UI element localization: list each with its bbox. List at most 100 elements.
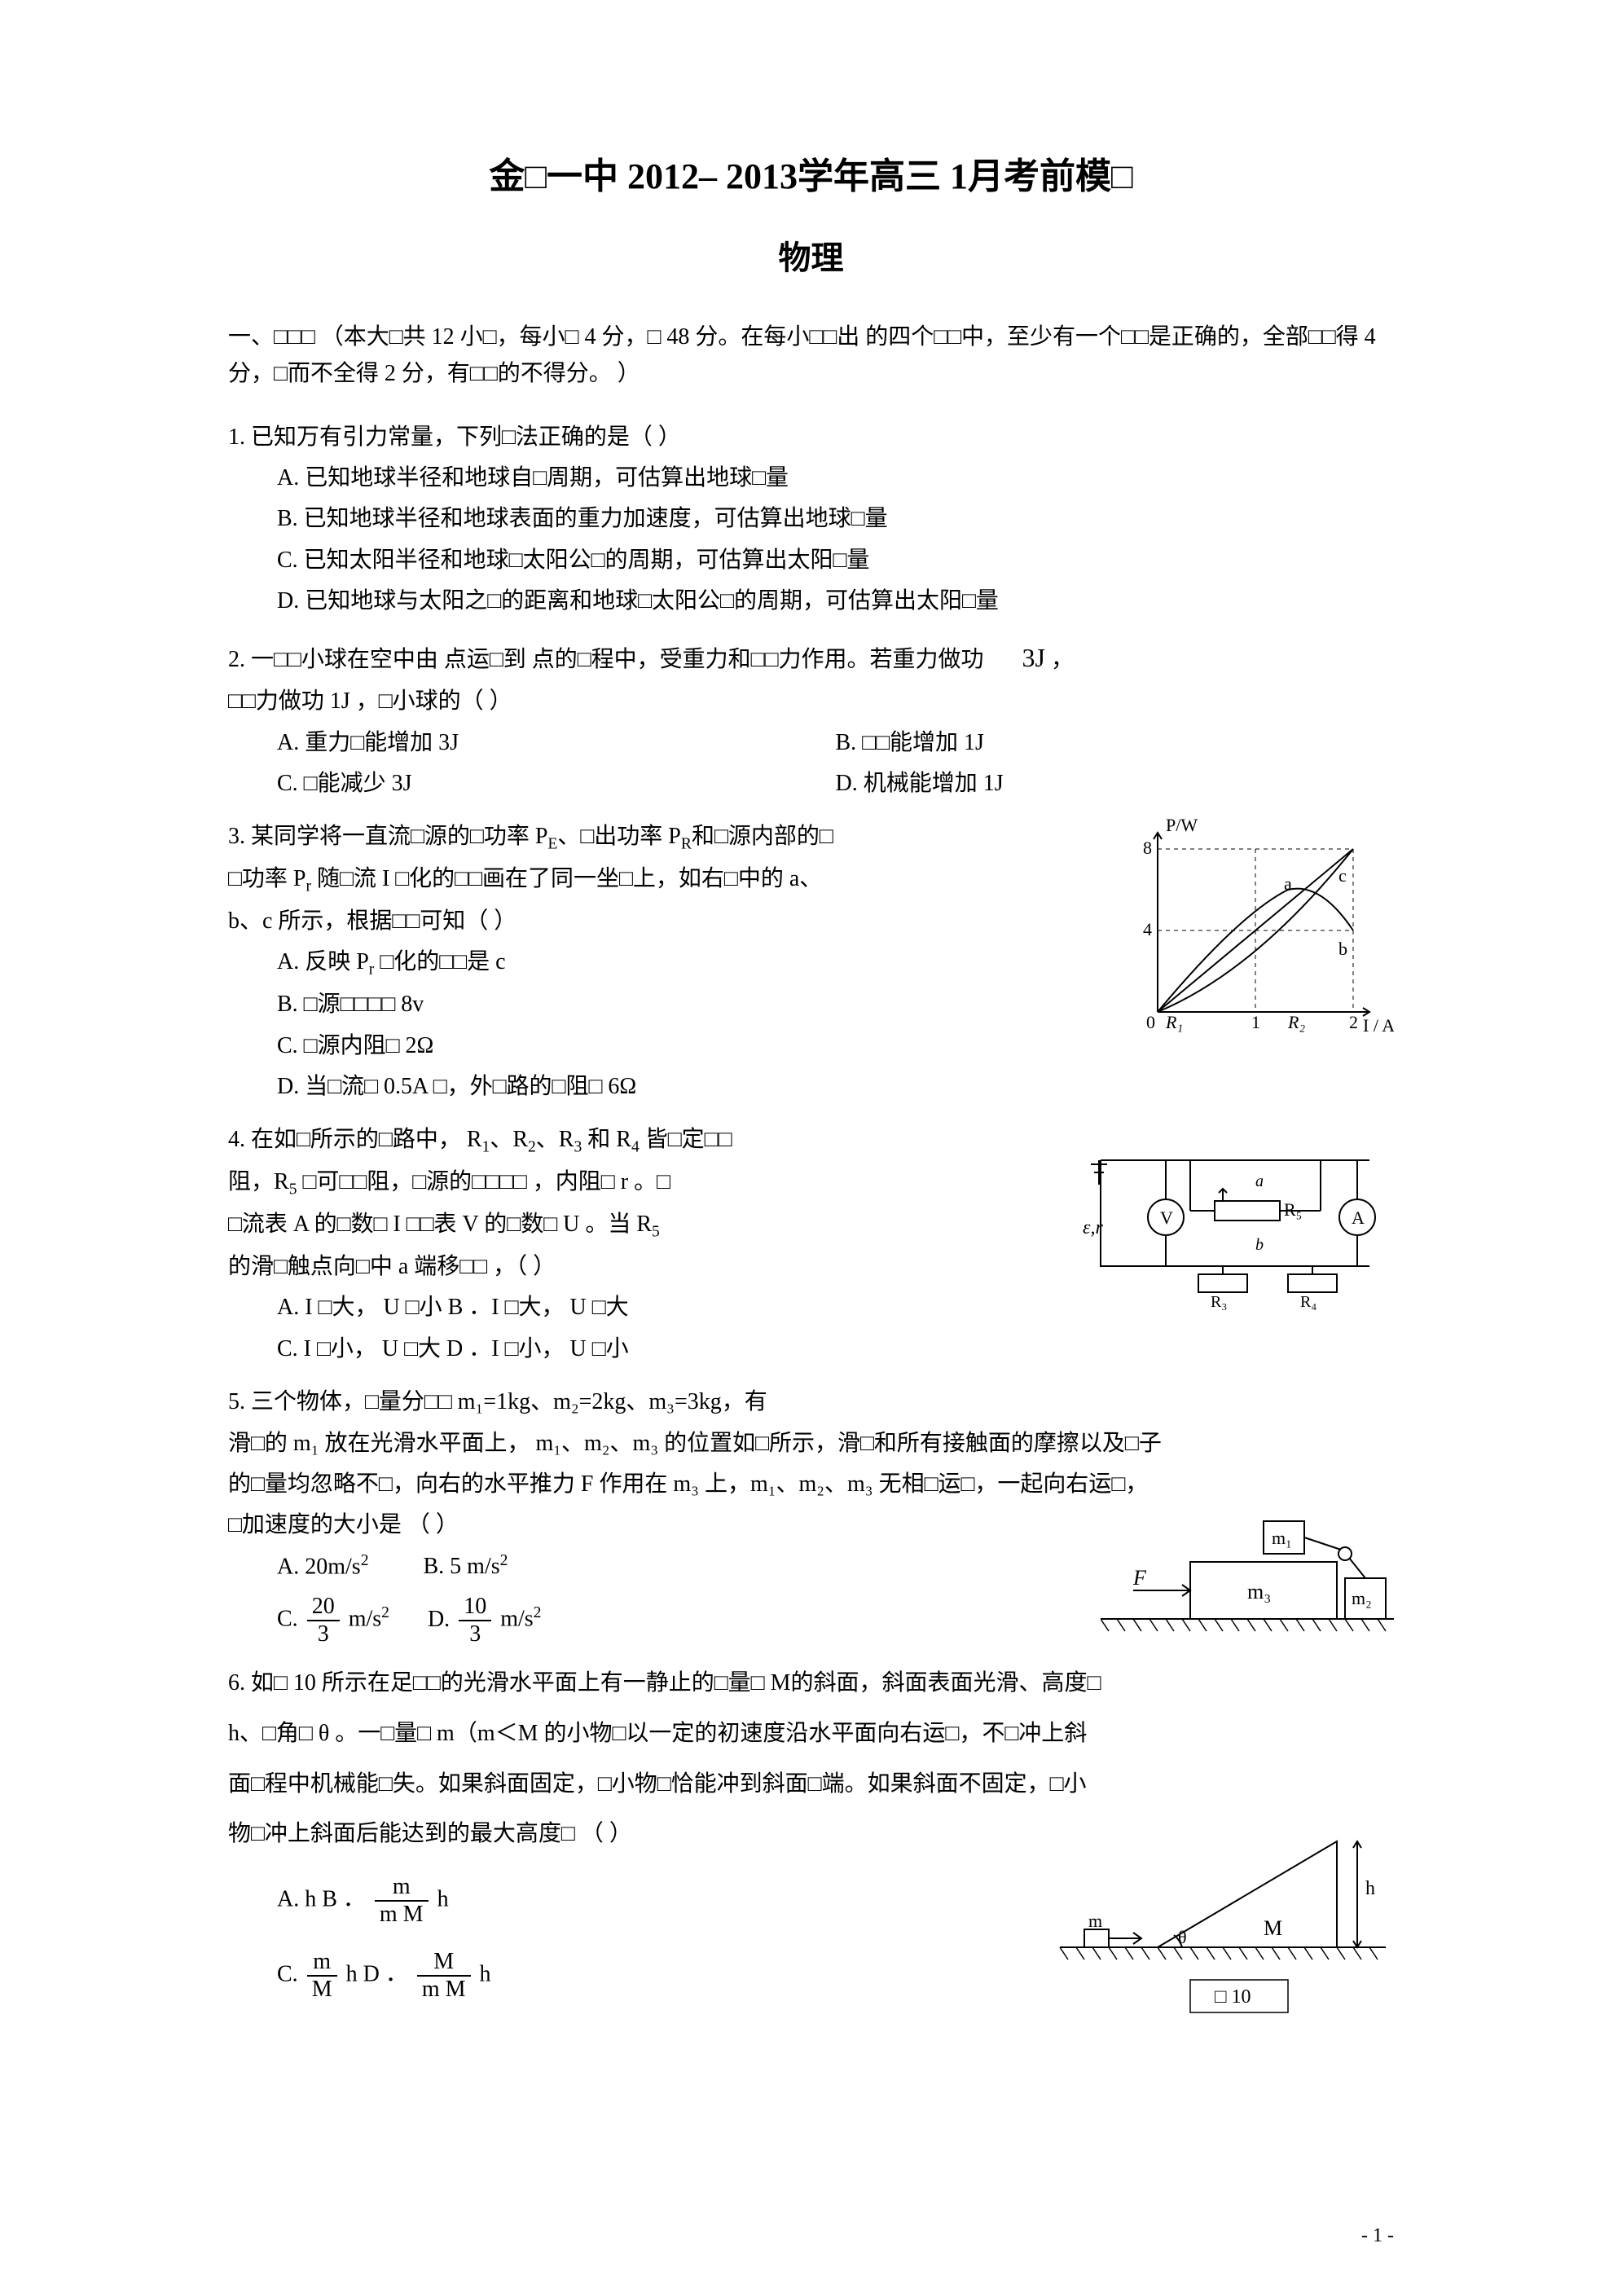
angle-theta: θ <box>1178 1927 1187 1947</box>
page-number: - 1 - <box>1361 2225 1394 2247</box>
ammeter-label: A <box>1352 1207 1365 1228</box>
q2-stem-b: 3J <box>1022 643 1044 672</box>
q6-s3: 面□程中机械能□失。如果斜面固定，□小物□恰能冲到斜面□端。如果斜面不固定，□小 <box>228 1759 1394 1810</box>
q3-chart: 8 4 0 1 2 R₁ R₂ P/W I / A a c b <box>1125 816 1394 1053</box>
q5-opt-d-pre: D. <box>428 1607 455 1632</box>
q1-opt-c: C. 已知太阳半径和地球□太阳公□的周期，可估算出太阳□量 <box>228 540 1394 581</box>
x-axis-label: I / A <box>1363 1015 1394 1036</box>
q6-d-den: m M <box>417 1977 471 2001</box>
q4-sub2: 2 <box>528 1139 536 1156</box>
q5-opt-b: B. 5 m/s <box>423 1554 499 1579</box>
section-instruction: 一、□□□ （本大□共 12 小□，每小□ 4 分，□ 48 分。在每小□□出 … <box>228 319 1394 393</box>
xtick-2: 2 <box>1349 1012 1358 1032</box>
q5-opt-c-pre: C. <box>277 1607 304 1632</box>
q6-b-num: m <box>375 1876 429 1902</box>
incline-diagram: m θ M h □ 10 <box>1052 1809 1394 2021</box>
page-subtitle: 物理 <box>228 231 1394 279</box>
q2-opt-c: C. □能减少 3J <box>277 763 836 804</box>
q2-opt-a: A. 重力□能增加 3J <box>277 723 836 763</box>
question-4: V R₅ a b A <box>228 1119 1394 1370</box>
q5-c-den: 3 <box>307 1621 340 1646</box>
question-3: 8 4 0 1 2 R₁ R₂ P/W I / A a c b 3. <box>228 816 1394 1107</box>
ytick-8: 8 <box>1143 838 1152 858</box>
q5-figure: F m₁ m₃ m₂ <box>1101 1505 1394 1643</box>
q6-figure: m θ M h □ 10 <box>1052 1809 1394 2021</box>
fig-caption: □ 10 <box>1215 1986 1251 2008</box>
q3-s1: 3. 某同学将一直流□源的□功率 P <box>228 824 547 849</box>
q5-l2: 滑□的 m₁ 放在光滑水平面上， m₁、m₂、m₃ 的位置如□所示，滑□和所有接… <box>228 1423 1394 1464</box>
mass-m2: m₂ <box>1352 1588 1372 1608</box>
r3-label: R₃ <box>1211 1293 1227 1311</box>
q1-opt-a: A. 已知地球半径和地球自□周期，可估算出地球□量 <box>228 458 1394 499</box>
q4-l2a: 阻，R <box>228 1169 289 1194</box>
q3-sub1: E <box>547 836 557 853</box>
q2-stem-c: ， <box>1051 647 1074 672</box>
page-title: 金□一中 2012– 2013学年高三 1月考前模□ <box>228 147 1394 199</box>
r4-label: R₄ <box>1300 1293 1317 1311</box>
y-axis-label: P/W <box>1166 816 1198 835</box>
point-b: b <box>1255 1236 1264 1254</box>
voltmeter-label: V <box>1160 1207 1173 1228</box>
q3-sub2: R <box>681 836 692 853</box>
q2-opt-d: D. 机械能增加 1J <box>836 763 1004 804</box>
q1-opt-d: D. 已知地球与太阳之□的距离和地球□太阳公□的周期，可估算出太阳□量 <box>228 581 1394 622</box>
q6-opt-a: A. h B ． <box>277 1886 366 1911</box>
q3-s3: 和□源内部的□ <box>692 824 833 849</box>
q4-opt-cd: C. I □小， U □大 D ．I □小， U □小 <box>228 1329 1394 1370</box>
q5-d-post: m/s <box>500 1607 533 1632</box>
q4-sub1: 1 <box>482 1139 490 1156</box>
q5-c-num: 20 <box>307 1595 340 1621</box>
mass-m3: m₃ <box>1247 1580 1271 1603</box>
q4-sub4: 4 <box>631 1139 640 1156</box>
question-2: 2. 一□□小球在空中由 点运□到 点的□程中，受重力和□□力作用。若重力做功 … <box>228 635 1394 805</box>
q6-b-post: h <box>437 1886 449 1911</box>
question-1: 1. 已知万有引力常量，下列□法正确的是（ ） A. 已知地球半径和地球自□周期… <box>228 417 1394 622</box>
mass-big-m: M <box>1264 1916 1282 1940</box>
q5-l3: 的□量均忽略不□，向右的水平推力 F 作用在 m₃ 上，m₁、m₂、m₃ 无相□… <box>228 1464 1394 1505</box>
q3-l2a: □功率 P <box>228 866 306 891</box>
q4-sub3: 3 <box>574 1139 582 1156</box>
q5-d-den: 3 <box>459 1621 491 1646</box>
q3-opt-d: D. 当□流□ 0.5A □，外□路的□阻□ 6Ω <box>228 1067 1394 1107</box>
r5-label: R₅ <box>1284 1199 1302 1220</box>
q5-a-sup: 2 <box>361 1552 369 1569</box>
q5-d-num: 10 <box>459 1595 491 1621</box>
series-a: a <box>1284 873 1292 894</box>
blocks-pulley-diagram: F m₁ m₃ m₂ <box>1101 1505 1394 1643</box>
force-f: F <box>1132 1566 1147 1590</box>
q5-stem: 5. 三个物体，□量分□□ m₁=1kg、m₂=2kg、m₃=3kg，有 <box>228 1382 1394 1423</box>
q4-circuit: V R₅ a b A <box>1076 1119 1394 1323</box>
q6-opt-c-pre: C. <box>277 1961 304 1986</box>
q4-s5: 皆□定□□ <box>640 1127 732 1152</box>
q6-d-post: h <box>480 1961 491 1986</box>
series-c: c <box>1338 865 1347 886</box>
q6-c-post: h D ． <box>346 1961 408 1986</box>
q2-opt-b: B. □□能增加 1J <box>836 723 984 763</box>
q4-s4: 和 R <box>582 1127 631 1152</box>
xtick-1: 1 <box>1251 1012 1260 1032</box>
series-b: b <box>1338 939 1347 959</box>
q1-stem: 1. 已知万有引力常量，下列□法正确的是（ ） <box>228 417 1394 458</box>
q6-c-den: M <box>307 1977 337 2001</box>
xtick-r2: R₂ <box>1287 1012 1305 1032</box>
q5-d-sup: 2 <box>534 1605 542 1622</box>
q6-c-num: m <box>307 1951 337 1977</box>
mass-m: m <box>1088 1911 1102 1931</box>
eps-label: ε,r <box>1083 1217 1103 1238</box>
ytick-4: 4 <box>1143 919 1152 939</box>
q6-d-frac: Mm M <box>417 1951 471 2001</box>
question-5: 5. 三个物体，□量分□□ m₁=1kg、m₂=2kg、m₃=3kg，有 滑□的… <box>228 1382 1394 1646</box>
q4-l3sub: 5 <box>652 1224 660 1241</box>
mass-m1: m₁ <box>1272 1528 1292 1548</box>
q6-b-frac: mm M <box>375 1876 429 1926</box>
q3-opt-a-b: □化的□□是 c <box>374 949 505 974</box>
q6-s1: 6. 如□ 10 所示在足□□的光滑水平面上有一静止的□量□ M的斜面，斜面表面… <box>228 1658 1394 1709</box>
q4-s3: 、R <box>536 1127 574 1152</box>
q2-line2: □□力做功 1J ，□小球的（ ） <box>228 681 1394 722</box>
xtick-0: 0 <box>1146 1012 1155 1032</box>
q4-s2: 、R <box>490 1127 528 1152</box>
q5-d-frac: 103 <box>459 1595 491 1646</box>
q3-s2: 、□出功率 P <box>557 824 681 849</box>
q6-d-num: M <box>417 1951 471 1977</box>
q5-c-frac: 203 <box>307 1595 340 1646</box>
